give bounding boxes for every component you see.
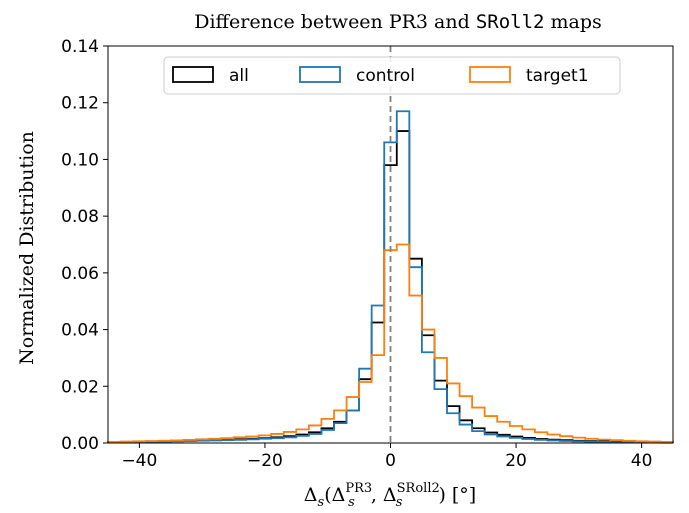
xlabel-sub-2: s (348, 495, 355, 510)
xlabel-delta: Δ (304, 484, 318, 506)
y-tick-label: 0.06 (61, 264, 99, 284)
y-tick-label: 0.08 (61, 207, 99, 227)
x-tick-label: 0 (385, 451, 396, 471)
y-tick-label: 0.12 (61, 94, 99, 114)
y-tick-label: 0.04 (61, 321, 99, 341)
x-tick-label: −40 (121, 451, 157, 471)
x-tick-label: 40 (631, 451, 653, 471)
legend-label-control: control (356, 66, 415, 86)
legend-swatch-all (172, 66, 214, 83)
y-axis-label: Normalized Distribution (16, 131, 38, 365)
x-tick-label: 20 (505, 451, 527, 471)
chart-title: Difference between PR3 and SRoll2 maps (194, 11, 602, 33)
histogram-series (107, 46, 674, 444)
legend-label-all: all (229, 66, 249, 86)
y-tick-label: 0.14 (61, 37, 99, 57)
legend-swatch-control (299, 66, 341, 83)
legend-label-target1: target1 (526, 66, 589, 86)
legend: all control target1 (163, 56, 621, 95)
title-mono: SRoll2 (476, 11, 545, 33)
title-suffix: maps (544, 11, 601, 33)
y-tick-label: 0.02 (61, 377, 99, 397)
xlabel-sub: s (318, 495, 325, 510)
xlabel-sub-3: s (396, 495, 403, 510)
series-control (107, 110, 674, 444)
legend-swatch-target1 (469, 66, 511, 83)
x-axis-label: Δs(ΔPR3 s, ΔSRoll2 s) [°] (304, 481, 476, 510)
title-prefix: Difference between PR3 and (194, 11, 476, 33)
series-target1 (107, 243, 674, 443)
y-tick-label: 0.10 (61, 150, 99, 170)
y-tick-label: 0.00 (61, 434, 99, 454)
plot-frame (107, 45, 674, 444)
xlabel-delta-2: Δ (332, 484, 346, 506)
x-tick-label: −20 (247, 451, 283, 471)
xlabel-delta-3: Δ (383, 484, 397, 506)
xlabel-sup1: PR3 (345, 481, 372, 496)
xlabel-sup2: SRoll2 (397, 481, 440, 496)
xlabel-unit: [°] (452, 484, 476, 506)
